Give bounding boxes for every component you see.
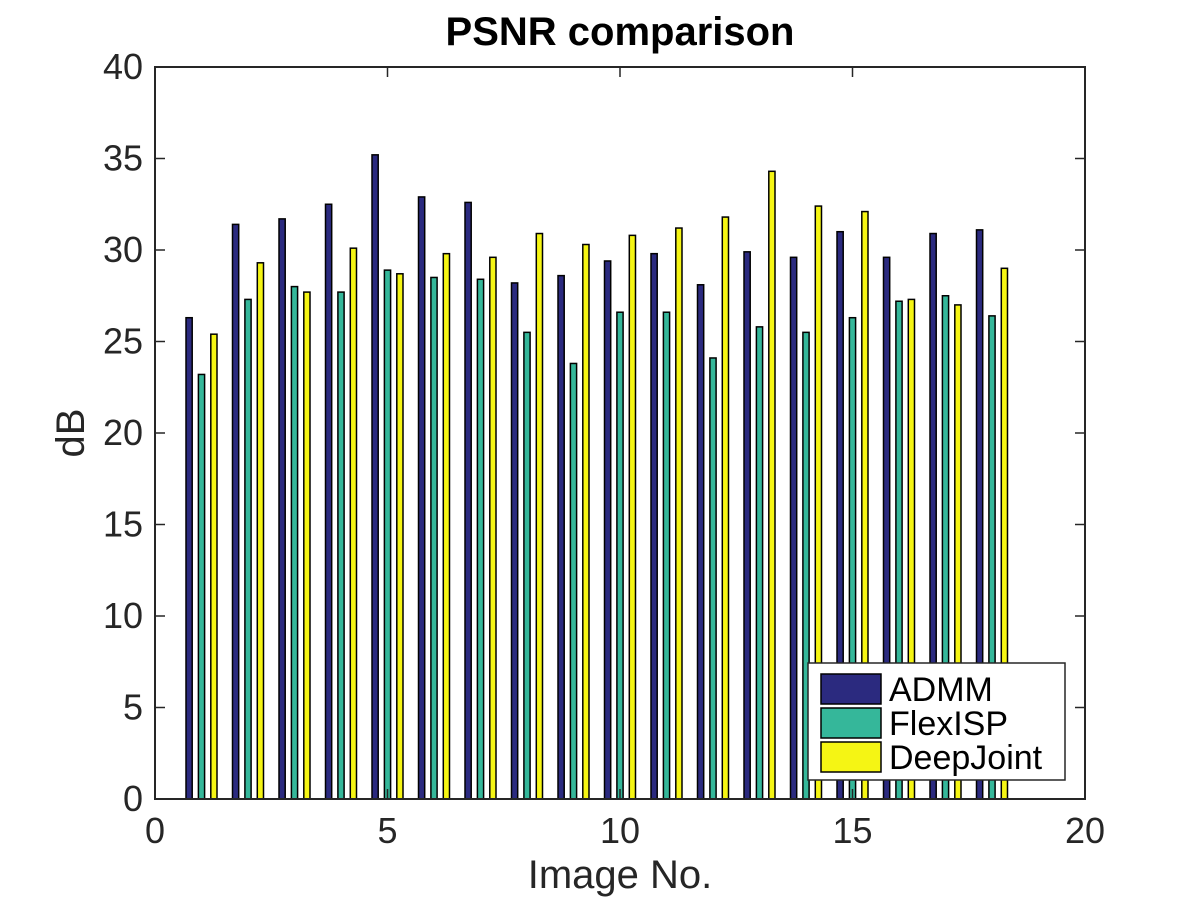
legend-label-deepjoint: DeepJoint [889,739,1043,777]
x-tick-label: 5 [377,810,397,851]
bar-admm-14 [789,256,798,800]
x-axis-label: Image No. [528,853,713,897]
bar-deepjoint-9 [582,243,590,800]
bar-deepjoint-4 [349,247,358,800]
bar-deepjoint-10 [628,234,637,800]
bar-flexisp-5 [383,269,392,800]
legend-label-admm: ADMM [889,671,993,709]
bar-flexisp-8 [523,331,531,800]
bar-flexisp-1 [197,373,206,800]
bar-deepjoint-1 [210,333,218,800]
bar-flexisp-12 [709,357,717,800]
bar-flexisp-7 [476,278,485,800]
bar-admm-9 [557,274,565,800]
bar-deepjoint-2 [256,262,265,800]
bar-admm-13 [743,251,751,800]
legend-swatch-admm [820,673,882,705]
legend-label-flexisp: FlexISP [889,705,1008,743]
bar-deepjoint-6 [442,252,451,800]
bar-flexisp-3 [290,285,299,800]
y-tick-label: 25 [103,321,143,362]
bar-admm-11 [650,252,658,800]
bar-deepjoint-11 [675,227,683,800]
bar-flexisp-9 [569,362,578,800]
bar-admm-10 [603,260,612,800]
bar-deepjoint-3 [303,291,311,800]
bar-deepjoint-12 [721,216,730,800]
bar-deepjoint-5 [396,273,404,800]
x-tick-label: 10 [600,810,640,851]
bar-flexisp-10 [616,311,624,800]
y-tick-label: 15 [103,504,143,545]
bars-group [185,154,1009,800]
bar-admm-3 [278,218,286,800]
bar-admm-1 [185,316,193,800]
y-tick-label: 5 [123,687,143,728]
bar-admm-12 [696,284,705,800]
y-tick-label: 10 [103,595,143,636]
bar-admm-7 [464,201,472,800]
chart-title: PSNR comparison [446,10,795,54]
axis-ticks-group: 0 5 10 15 20 0 5 10 15 20 25 30 35 40 [103,46,1105,851]
bar-flexisp-13 [755,326,764,800]
legend-swatch-flexisp [820,707,882,739]
bar-admm-6 [417,196,426,800]
bar-admm-2 [231,223,240,800]
y-tick-label: 35 [103,138,143,179]
bar-deepjoint-13 [768,170,776,800]
y-tick-label: 30 [103,229,143,270]
bar-admm-8 [510,282,519,800]
y-axis-label: dB [49,409,93,458]
bar-flexisp-2 [244,298,252,800]
bar-flexisp-4 [337,291,345,800]
y-tick-label: 20 [103,412,143,453]
x-tick-label: 0 [145,810,165,851]
y-tick-label: 0 [123,778,143,819]
x-tick-label: 20 [1065,810,1105,851]
x-tick-label: 15 [832,810,872,851]
bar-flexisp-11 [662,311,671,800]
bar-flexisp-6 [430,276,438,800]
bar-admm-4 [324,203,333,800]
bar-admm-5 [371,154,379,800]
bar-deepjoint-7 [489,256,497,800]
bar-deepjoint-8 [535,232,544,800]
legend-swatch-deepjoint [820,741,882,773]
y-tick-label: 40 [103,46,143,87]
